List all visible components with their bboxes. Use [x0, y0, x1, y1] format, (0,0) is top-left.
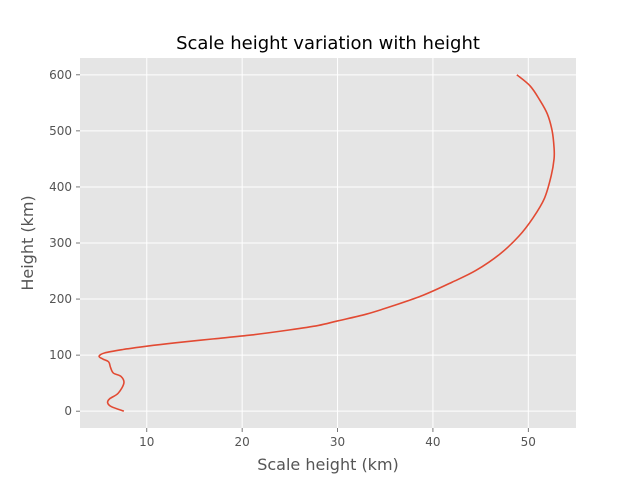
y-tick-label: 600 [49, 68, 72, 82]
chart-title: Scale height variation with height [176, 33, 480, 54]
y-tick-label: 500 [49, 124, 72, 138]
y-tick-label: 400 [49, 180, 72, 194]
x-tick-label: 50 [521, 435, 536, 449]
y-tick-label: 100 [49, 348, 72, 362]
y-tick-label: 200 [49, 292, 72, 306]
y-tick-labels: 0 100 200 300 400 500 600 [49, 68, 80, 418]
x-tick-label: 30 [330, 435, 345, 449]
x-tick-labels: 10 20 30 40 50 [139, 428, 536, 449]
y-tick-label: 0 [64, 404, 72, 418]
x-tick-label: 10 [139, 435, 154, 449]
x-tick-label: 20 [235, 435, 250, 449]
y-tick-label: 300 [49, 236, 72, 250]
x-tick-label: 40 [425, 435, 440, 449]
horizontal-gridlines [80, 74, 576, 412]
series-line [98, 74, 556, 412]
y-axis-label: Height (km) [18, 195, 37, 290]
x-axis-label: Scale height (km) [257, 455, 399, 474]
